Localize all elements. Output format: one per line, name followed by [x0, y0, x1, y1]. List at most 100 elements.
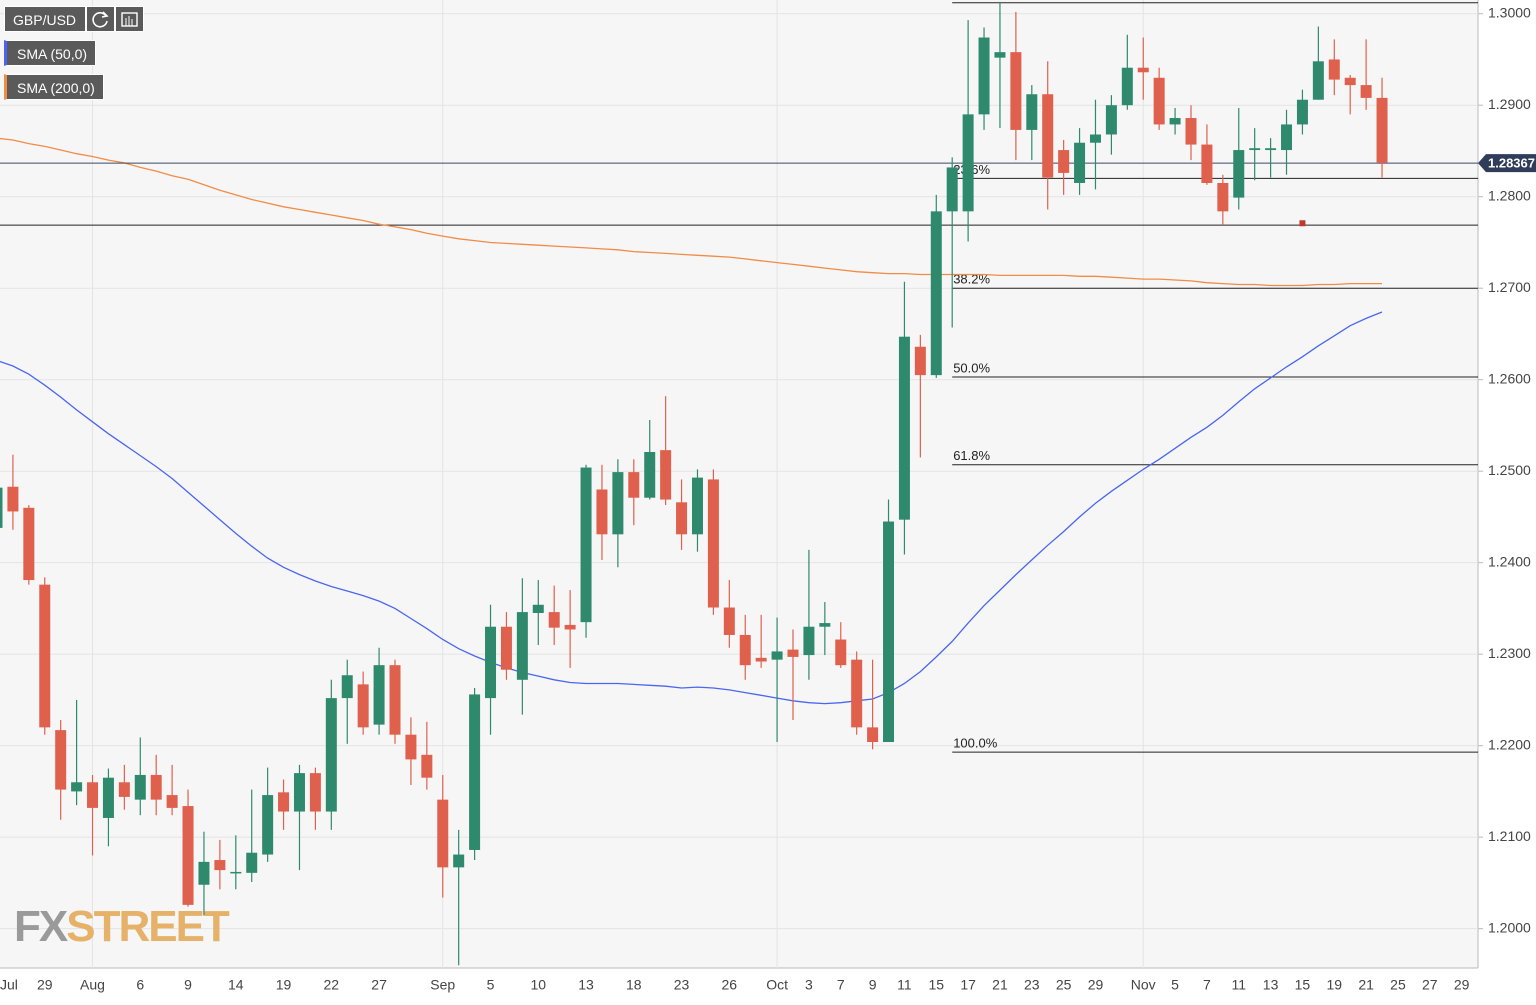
candle-body	[676, 502, 688, 535]
last-price-tag	[1478, 154, 1536, 173]
candle-body	[1360, 85, 1372, 98]
x-tick-label: 29	[1454, 977, 1470, 993]
axis-layer: 1.2000 1.2100 1.2200 1.2300 1.2400 1.2500 1.26…	[0, 4, 1536, 993]
candle-body	[1201, 144, 1213, 183]
candle-body	[723, 607, 735, 635]
candle-body	[0, 487, 3, 528]
candle-body	[1089, 134, 1101, 143]
x-tick-label: 29	[37, 977, 53, 993]
candle-body	[1074, 142, 1086, 183]
candle-body	[628, 472, 640, 498]
candle-body	[469, 694, 481, 850]
chart-type-icon	[121, 12, 138, 27]
fib-label: 50.0%	[953, 360, 990, 375]
candle-body	[421, 754, 433, 778]
candle-body	[23, 507, 35, 581]
candle-body	[1010, 52, 1022, 130]
candle-body	[166, 795, 178, 808]
candle-body	[1328, 59, 1340, 80]
candle-body	[564, 624, 576, 630]
candle-body	[644, 451, 656, 498]
watermark-street: STREET	[66, 902, 230, 951]
candle-body	[389, 665, 401, 735]
candle-body	[309, 773, 321, 812]
legend-entry[interactable]: SMA (50,0)	[4, 40, 97, 66]
candle-body	[532, 604, 544, 614]
candle-body	[246, 852, 258, 873]
x-tick-label: 21	[992, 977, 1008, 993]
x-tick-label: 9	[869, 977, 877, 993]
y-tick-label: 1.2800	[1488, 187, 1531, 203]
candle-body	[819, 623, 831, 627]
candle-body	[1281, 124, 1293, 151]
chart-type-button[interactable]	[115, 6, 144, 32]
candle-body	[102, 777, 114, 818]
candle-body	[962, 114, 974, 212]
candle-body	[1137, 67, 1149, 73]
x-tick-label: 26	[722, 977, 738, 993]
candle-body	[437, 799, 449, 868]
candle-body	[1217, 182, 1229, 212]
candle-body	[150, 774, 162, 800]
candle-body	[1169, 118, 1181, 125]
candle-body	[516, 612, 528, 680]
candle-body	[1153, 77, 1165, 125]
candle-body	[1026, 94, 1038, 130]
legend-entry[interactable]: SMA (200,0)	[4, 74, 104, 100]
x-tick-label: 17	[960, 977, 976, 993]
candle-body	[134, 774, 146, 800]
x-tick-label: 21	[1358, 977, 1374, 993]
refresh-icon	[92, 11, 109, 28]
x-tick-label: 13	[578, 977, 594, 993]
x-tick-label: Jul	[0, 977, 18, 993]
candle-body	[357, 684, 369, 728]
candle-body	[1185, 118, 1197, 145]
symbol-button[interactable]: GBP/USD	[4, 6, 86, 32]
candle-body	[596, 489, 608, 535]
candle-body	[1312, 61, 1324, 100]
candle-body	[293, 773, 305, 812]
candle-body	[548, 612, 560, 628]
x-tick-label: Nov	[1131, 977, 1156, 993]
x-tick-label: 19	[1326, 977, 1342, 993]
x-tick-label: Sep	[430, 977, 455, 993]
x-tick-label: 19	[276, 977, 292, 993]
y-tick-label: 1.2600	[1488, 370, 1531, 386]
candle-body	[1249, 148, 1261, 151]
candle-body	[1376, 97, 1388, 163]
candle-body	[1042, 94, 1054, 178]
candle-body	[867, 727, 879, 743]
candle-body	[1233, 150, 1245, 198]
candle-body	[1105, 105, 1117, 135]
candle-body	[230, 871, 242, 874]
x-tick-label: 25	[1056, 977, 1072, 993]
marks-layer	[0, 1, 1388, 966]
x-tick-label: 5	[487, 977, 495, 993]
candle-body	[978, 37, 990, 115]
last-price-label: 1.28367	[1488, 156, 1535, 171]
candle-body	[325, 698, 337, 812]
candle-body	[262, 795, 274, 855]
x-tick-label: 18	[626, 977, 642, 993]
x-tick-label: 29	[1088, 977, 1104, 993]
x-tick-label: 7	[837, 977, 845, 993]
refresh-button[interactable]	[86, 6, 115, 32]
plot-background	[0, 0, 1478, 968]
candle-body	[500, 626, 512, 670]
candle-body	[787, 649, 799, 657]
x-tick-label: 3	[805, 977, 813, 993]
x-tick-label: 13	[1263, 977, 1279, 993]
x-tick-label: 6	[136, 977, 144, 993]
candle-body	[739, 634, 751, 666]
sma-line	[0, 137, 1382, 287]
x-tick-label: 27	[1422, 977, 1438, 993]
x-tick-label: 10	[530, 977, 546, 993]
watermark-layer: FXSTREET	[14, 902, 232, 951]
x-tick-label: 25	[1390, 977, 1406, 993]
x-tick-label: 23	[674, 977, 690, 993]
candle-body	[883, 521, 895, 743]
lines-layer: 23.6%38.2%50.0%61.8%100.0%	[0, 2, 1478, 753]
sma-line	[0, 311, 1383, 705]
